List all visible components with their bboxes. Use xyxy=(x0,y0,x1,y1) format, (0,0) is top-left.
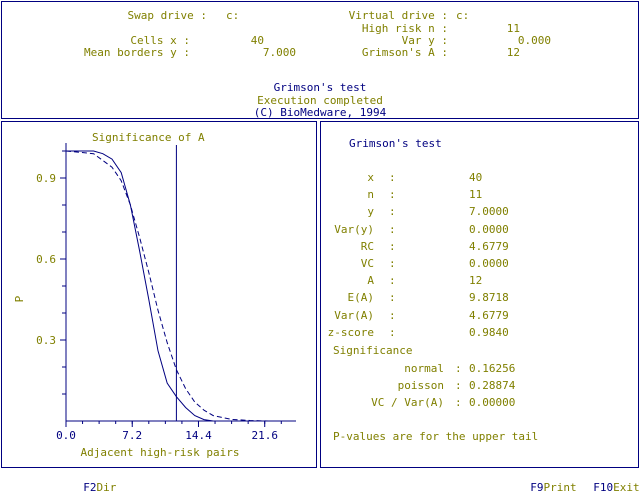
stat-value: 9.8718 xyxy=(469,291,509,305)
stat-label: E(A) xyxy=(347,291,375,305)
significance-row-colon: : xyxy=(455,362,462,375)
cells-x-label: Cells x : xyxy=(130,34,190,47)
stat-label: z-score xyxy=(327,325,374,339)
stat-value: 4.6779 xyxy=(469,308,509,322)
significance-row-colon: : xyxy=(455,396,462,409)
var-y-label: Var y : xyxy=(401,34,448,47)
f2-dir-button[interactable]: F2Dir xyxy=(70,468,116,494)
test-title: Grimson's test xyxy=(273,81,367,94)
chart-lines xyxy=(65,145,269,422)
stat-colon: : xyxy=(389,188,396,202)
stat-colon: : xyxy=(389,291,396,305)
cells-x-value: 40 xyxy=(250,34,264,47)
significance-row-colon: : xyxy=(455,379,462,392)
grimsons-a-label: Grimson's A : xyxy=(361,46,448,59)
high-risk-label: High risk n : xyxy=(361,22,448,35)
stat-value: 0.0000 xyxy=(469,222,509,236)
stat-label: n xyxy=(367,188,374,202)
f2-label: Dir xyxy=(96,481,117,494)
significance-row-value: 0.28874 xyxy=(469,379,516,392)
stat-label: Var(A) xyxy=(334,308,374,322)
f2-key: F2 xyxy=(83,481,97,494)
significance-row-value: 0.16256 xyxy=(469,362,516,375)
y-tick-label: 0.9 xyxy=(36,172,56,185)
f10-key: F10 xyxy=(593,481,614,494)
stat-colon: : xyxy=(389,205,396,219)
stat-colon: : xyxy=(389,325,396,339)
chart-panel xyxy=(1,121,317,468)
results-panel xyxy=(320,121,639,468)
high-risk-value: 11 xyxy=(506,22,520,35)
mean-borders-value: 7.000 xyxy=(262,46,296,59)
y-tick-label: 0.3 xyxy=(36,334,56,347)
header-panel xyxy=(1,1,639,119)
significance-row-label: normal xyxy=(404,362,444,375)
mean-borders-label: Mean borders y : xyxy=(84,46,190,59)
stat-label: x xyxy=(367,171,374,184)
x-tick-label: 14.4 xyxy=(185,429,212,442)
stat-colon: : xyxy=(389,274,396,288)
y-tick-label: 0.6 xyxy=(36,253,56,266)
x-tick-label: 21.6 xyxy=(251,429,278,442)
normal-curve xyxy=(66,150,214,422)
var-y-value: 0.000 xyxy=(517,34,551,47)
x-axis-label: Adjacent high-risk pairs xyxy=(81,446,240,459)
swap-drive-label: Swap drive : xyxy=(127,9,207,22)
f9-label: Print xyxy=(543,481,577,494)
y-axis-label: P xyxy=(13,295,26,302)
poisson-curve xyxy=(65,150,269,422)
grimsons-a-value: 12 xyxy=(506,46,520,59)
f9-print-button[interactable]: F9Print xyxy=(517,468,577,494)
stat-value: 7.0000 xyxy=(469,205,509,219)
chart-title: Significance of A xyxy=(92,131,205,144)
stat-value: 12 xyxy=(469,274,483,288)
upper-tail-note: P-values are for the upper tail xyxy=(333,430,539,443)
significance-row-label: VC / Var(A) xyxy=(371,396,444,409)
stat-value: 4.6779 xyxy=(469,239,509,253)
significance-row-value: 0.00000 xyxy=(469,396,516,409)
stat-label: Var(y) xyxy=(334,222,374,236)
stat-colon: : xyxy=(389,308,396,322)
stat-colon: : xyxy=(389,257,396,270)
virtual-drive-label: Virtual drive : xyxy=(348,9,448,22)
copyright-text: (C) BioMedware, 1994 xyxy=(253,106,387,119)
stat-value: 11 xyxy=(469,188,483,202)
chart-ticks: 0.3 0.6 0.9 0.0 7.2 14.4 21.6 xyxy=(36,150,282,442)
stat-label: y xyxy=(367,205,374,219)
f9-key: F9 xyxy=(530,481,544,494)
significance-chart: 0.3 0.6 0.9 0.0 7.2 14.4 21.6 P Adjacent high-… xyxy=(13,143,296,459)
f10-label: Exit xyxy=(613,481,640,494)
results-title: Grimson's test xyxy=(349,137,442,150)
stat-value: 0.9840 xyxy=(469,325,509,339)
virtual-drive-value: c: xyxy=(456,9,470,22)
x-tick-label: 0.0 xyxy=(56,429,76,442)
f10-exit-button[interactable]: F10Exit xyxy=(580,468,640,494)
stat-label: VC xyxy=(360,257,374,270)
significance-row-label: poisson xyxy=(397,379,444,392)
stat-value: 0.0000 xyxy=(469,257,509,270)
stat-label: RC xyxy=(360,239,374,253)
stat-label: A xyxy=(367,274,374,288)
stat-colon: : xyxy=(389,222,396,236)
x-tick-label: 7.2 xyxy=(122,429,142,442)
stat-value: 40 xyxy=(469,171,483,184)
stat-colon: : xyxy=(389,171,396,184)
significance-label: Significance xyxy=(333,344,413,357)
status-text: Execution completed xyxy=(257,94,383,107)
stat-colon: : xyxy=(389,239,396,253)
swap-drive-value: c: xyxy=(226,9,240,22)
